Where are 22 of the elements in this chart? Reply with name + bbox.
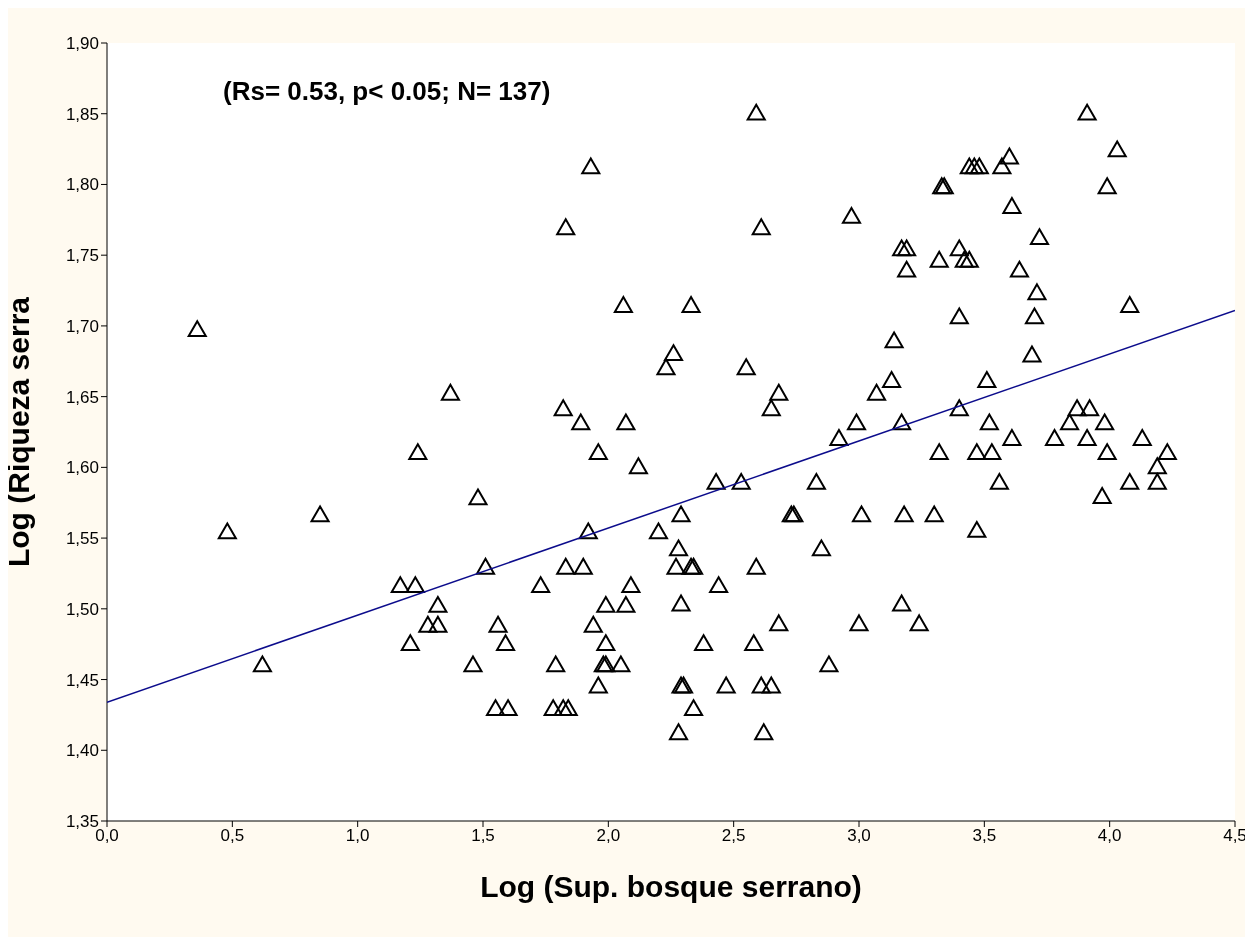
x-tick-label: 4,0 [1097,826,1122,846]
x-tick-label: 1,5 [471,826,495,846]
y-tick-label: 1,50 [65,599,99,619]
x-tick-label: 2,0 [596,826,621,846]
x-tick-label: 0,0 [95,826,119,846]
y-tick-label: 1,75 [65,246,99,266]
y-tick-label: 1,45 [65,670,99,690]
x-tick-label: 3,0 [847,826,871,846]
y-tick-label: 1,90 [65,34,99,54]
y-tick-label: 1,60 [65,458,99,478]
y-tick-label: 1,85 [65,104,99,124]
x-tick-label: 1,0 [345,826,370,846]
y-tick-label: 1,65 [65,387,99,407]
x-tick-label: 2,5 [721,826,746,846]
y-tick-label: 1,55 [65,529,99,549]
x-axis-title: Log (Sup. bosque serrano) [480,870,862,903]
y-tick-label: 1,70 [65,316,99,336]
annotation: (Rs= 0.53, p< 0.05; N= 137) [223,76,551,107]
x-tick-label: 3,5 [972,826,997,846]
x-tick-label: 0,5 [220,826,245,846]
y-tick-label: 1,40 [65,741,99,761]
y-tick-label: 1,80 [65,175,99,195]
